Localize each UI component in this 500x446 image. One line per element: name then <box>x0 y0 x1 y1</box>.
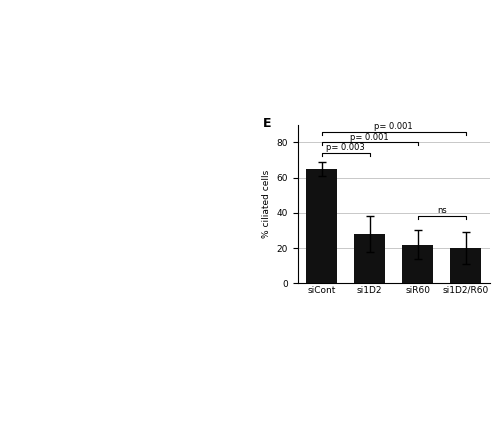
Text: p= 0.001: p= 0.001 <box>350 132 389 141</box>
Bar <box>402 244 434 283</box>
Bar <box>450 248 481 283</box>
Y-axis label: % ciliated cells: % ciliated cells <box>262 170 270 238</box>
Bar <box>306 169 338 283</box>
Text: p= 0.003: p= 0.003 <box>326 143 365 152</box>
Text: E: E <box>263 117 272 130</box>
Text: ns: ns <box>437 206 446 215</box>
Text: p= 0.001: p= 0.001 <box>374 122 413 131</box>
Bar <box>354 234 386 283</box>
